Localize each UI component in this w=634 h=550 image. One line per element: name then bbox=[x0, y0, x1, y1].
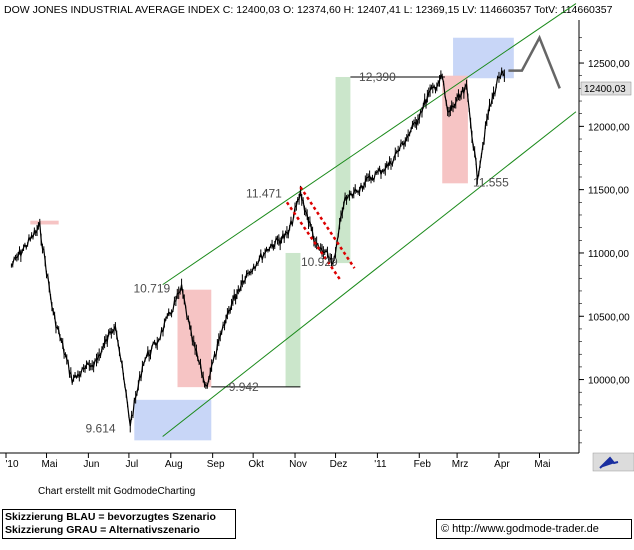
annotation-label: 9.942 bbox=[229, 380, 259, 394]
x-tick-label: Nov bbox=[289, 459, 307, 470]
y-axis: 12500,00 12000,00 11500,00 11000,00 10500,00… bbox=[579, 37, 630, 444]
x-tick-label: Mai bbox=[534, 459, 550, 470]
legend-line-grey: Skizzierung GRAU = Alternativszenario bbox=[5, 524, 200, 536]
annotation-label: 12,390 bbox=[359, 70, 396, 84]
header-c-label: C: bbox=[223, 4, 234, 16]
y-tick-label: 10000,00 bbox=[588, 376, 630, 387]
x-tick-label: Dez bbox=[330, 459, 348, 470]
annotation-label: 11.471 bbox=[246, 186, 282, 200]
shaded-boxes bbox=[30, 37, 514, 441]
channel-upper-line bbox=[162, 3, 577, 286]
x-tick-label: Okt bbox=[248, 459, 264, 470]
y-tick-label: 10500,00 bbox=[588, 312, 630, 323]
x-tick-label: Aug bbox=[165, 459, 183, 470]
annotations: 12,390 11.471 10.719 10.929 9.942 9.614 11.555 bbox=[86, 70, 510, 435]
channel-lower-line bbox=[162, 111, 577, 437]
chart-header: DOW JONES INDUSTRIAL AVERAGE INDEX C: 12… bbox=[4, 4, 613, 16]
red-box-2 bbox=[177, 289, 212, 388]
annotation-label: 9.614 bbox=[86, 421, 116, 435]
annotation-label: 10.719 bbox=[134, 282, 171, 296]
x-tick-label: Apr bbox=[494, 459, 510, 470]
chart-tool-icon[interactable] bbox=[599, 456, 619, 469]
y-tick-label: 12000,00 bbox=[588, 122, 630, 133]
chart-credit: Chart erstellt mit GodmodeCharting bbox=[38, 486, 196, 497]
x-tick-label: '10 bbox=[5, 459, 18, 470]
alternative-scenario bbox=[508, 34, 561, 89]
x-tick-label: Jul bbox=[126, 459, 139, 470]
blue-scenario-box-2 bbox=[453, 37, 514, 79]
level-lines bbox=[211, 76, 445, 388]
last-price-marker: 12400,03 bbox=[580, 81, 632, 96]
y-tick-label: 12500,00 bbox=[588, 59, 630, 70]
blue-scenario-box-1 bbox=[134, 399, 212, 441]
red-dotted-lines bbox=[285, 186, 356, 282]
x-axis: '10 Mai Jun Jul Aug Sep Okt Nov Dez '11 Feb Mrz Apr M… bbox=[5, 453, 551, 470]
green-box-2 bbox=[335, 76, 351, 264]
red-dotted-line-2 bbox=[299, 186, 356, 269]
y-tick-label: 11000,00 bbox=[588, 249, 629, 260]
price-line bbox=[10, 69, 505, 427]
red-box-1 bbox=[30, 220, 59, 225]
x-tick-label: Mrz bbox=[452, 459, 469, 470]
y-tick-label: 11500,00 bbox=[588, 186, 629, 197]
x-tick-label: Feb bbox=[414, 459, 432, 470]
alt-scenario-path bbox=[508, 34, 561, 89]
trend-channel bbox=[162, 3, 577, 437]
green-box-1 bbox=[285, 252, 301, 387]
red-dotted-line-1 bbox=[285, 201, 342, 282]
header-c-value: 12400,03 bbox=[236, 4, 280, 16]
x-tick-label: Jun bbox=[83, 459, 99, 470]
header-title: DOW JONES INDUSTRIAL AVERAGE INDEX bbox=[4, 4, 220, 16]
annotation-label: 11.555 bbox=[473, 176, 509, 190]
annotation-label: 10.929 bbox=[301, 255, 338, 269]
header-ohlc: O: 12374,60 H: 12407,41 L: 12369,15 LV: … bbox=[283, 4, 613, 16]
legend-line-blue: Skizzierung BLAU = bevorzugtes Szenario bbox=[5, 511, 216, 523]
website-link[interactable]: © http://www.godmode-trader.de bbox=[436, 519, 632, 539]
last-price-label: 12400,03 bbox=[584, 84, 626, 95]
x-tick-label: Mai bbox=[41, 459, 57, 470]
legend-box: Skizzierung BLAU = bevorzugtes Szenario … bbox=[2, 509, 236, 539]
x-tick-label: Sep bbox=[207, 459, 225, 470]
x-tick-label: '11 bbox=[374, 459, 387, 470]
price-series bbox=[10, 67, 505, 433]
